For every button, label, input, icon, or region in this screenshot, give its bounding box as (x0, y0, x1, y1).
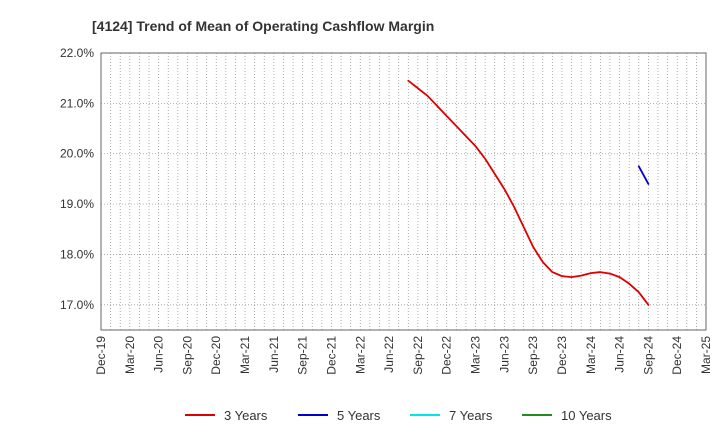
y-tick-label: 19.0% (60, 197, 94, 211)
x-tick-label: Dec-22 (440, 336, 454, 375)
x-tick-label: Sep-22 (411, 336, 425, 375)
x-tick-label: Sep-23 (526, 336, 540, 375)
x-tick-label: Mar-24 (584, 336, 598, 374)
series-lines (407, 79, 650, 306)
grid (101, 52, 706, 330)
x-tick-label: Mar-20 (123, 336, 137, 374)
y-tick-label: 22.0% (60, 46, 94, 60)
y-tick-label: 18.0% (60, 247, 94, 261)
x-tick-label: Jun-20 (152, 336, 166, 373)
legend-label: 3 Years (224, 408, 268, 423)
x-tick-label: Sep-20 (180, 336, 194, 375)
x-tick-label: Jun-23 (497, 336, 511, 373)
x-tick-label: Dec-19 (94, 336, 108, 375)
y-tick-label: 17.0% (60, 298, 94, 312)
x-tick-label: Dec-24 (670, 336, 684, 375)
x-tick-label: Jun-24 (613, 336, 627, 373)
x-tick-label: Sep-24 (641, 336, 655, 375)
x-tick-label: Dec-23 (555, 336, 569, 375)
series-line-5-years (637, 165, 650, 185)
x-tick-label: Mar-21 (238, 336, 252, 374)
x-tick-label: Jun-22 (382, 336, 396, 373)
legend-label: 7 Years (449, 408, 493, 423)
legend-label: 5 Years (337, 408, 381, 423)
chart-title: [4124] Trend of Mean of Operating Cashfl… (92, 18, 434, 34)
x-tick-label: Mar-25 (699, 336, 713, 374)
x-axis: Dec-19 Mar-20 Jun-20 Sep-20 Dec-20 Mar-21 Jun-… (94, 336, 713, 375)
legend: 3 Years 5 Years 7 Years 10 Years (185, 408, 612, 423)
x-tick-label: Dec-21 (324, 336, 338, 375)
x-tick-label: Jun-21 (267, 336, 281, 373)
y-tick-label: 20.0% (60, 147, 94, 161)
x-tick-label: Sep-21 (296, 336, 310, 375)
series-line-3-years (407, 79, 650, 306)
plot-area-frame (100, 52, 707, 331)
y-axis: 17.0% 18.0% 19.0% 20.0% 21.0% 22.0% (60, 46, 94, 312)
legend-label: 10 Years (561, 408, 612, 423)
x-tick-label: Mar-23 (469, 336, 483, 374)
x-tick-label: Mar-22 (353, 336, 367, 374)
y-tick-label: 21.0% (60, 96, 94, 110)
x-tick-label: Dec-20 (209, 336, 223, 375)
